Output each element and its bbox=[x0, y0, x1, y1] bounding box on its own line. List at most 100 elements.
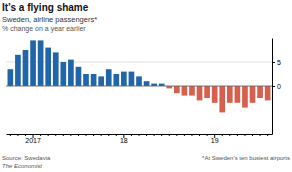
x-tick: 19 bbox=[211, 134, 219, 144]
x-tick-mark bbox=[267, 134, 268, 136]
bar bbox=[30, 40, 36, 86]
bar bbox=[219, 86, 225, 112]
bar bbox=[129, 72, 135, 86]
x-axis: 2017 18 19 bbox=[7, 134, 273, 144]
x-tick-mark bbox=[207, 134, 208, 136]
x-tick-label: 18 bbox=[120, 137, 128, 144]
x-tick bbox=[116, 134, 117, 136]
x-tick-mark bbox=[237, 134, 238, 136]
x-tick-mark bbox=[222, 134, 223, 136]
x-tick-mark bbox=[169, 134, 170, 136]
x-tick-mark bbox=[244, 134, 245, 136]
source: Source: Swedavia bbox=[2, 155, 51, 161]
x-tick-mark bbox=[139, 134, 140, 136]
title: It’s a flying shame bbox=[2, 2, 89, 13]
bar bbox=[106, 69, 112, 86]
x-tick bbox=[169, 134, 170, 136]
x-tick-mark bbox=[146, 134, 147, 136]
x-tick-mark bbox=[154, 134, 155, 136]
x-tick bbox=[229, 134, 230, 136]
x-tick bbox=[184, 134, 185, 136]
x-tick-mark bbox=[93, 134, 94, 136]
y-tick-mark bbox=[272, 86, 275, 87]
x-tick bbox=[161, 134, 162, 136]
x-tick-mark bbox=[55, 134, 56, 136]
x-tick bbox=[191, 134, 192, 136]
x-tick-mark bbox=[108, 134, 109, 136]
y-tick: 5 bbox=[272, 59, 281, 66]
bar bbox=[189, 86, 195, 96]
bar bbox=[23, 50, 29, 86]
x-tick: 18 bbox=[120, 134, 128, 144]
x-tick-mark bbox=[78, 134, 79, 136]
zero-line bbox=[6, 86, 272, 87]
x-tick bbox=[63, 134, 64, 136]
bar bbox=[121, 72, 127, 86]
bar bbox=[257, 86, 263, 98]
x-tick-label: 2017 bbox=[25, 137, 41, 144]
x-tick bbox=[86, 134, 87, 136]
x-tick-mark bbox=[176, 134, 177, 136]
bar bbox=[60, 62, 66, 86]
bar bbox=[197, 86, 203, 100]
bar bbox=[15, 55, 21, 86]
x-tick bbox=[70, 134, 71, 136]
x-tick-mark bbox=[229, 134, 230, 136]
x-tick bbox=[17, 134, 18, 136]
x-tick bbox=[25, 134, 26, 136]
chart: It’s a flying shame Sweden, airline passe… bbox=[0, 0, 292, 172]
y-tick-label: 0 bbox=[277, 83, 281, 90]
x-tick: 2017 bbox=[25, 134, 41, 144]
x-tick-mark bbox=[86, 134, 87, 136]
x-tick bbox=[154, 134, 155, 136]
y-tick-mark bbox=[272, 62, 275, 63]
bar bbox=[113, 74, 119, 86]
x-tick-mark bbox=[260, 134, 261, 136]
bar bbox=[182, 86, 188, 96]
bar bbox=[242, 86, 248, 108]
x-tick-mark bbox=[116, 134, 117, 136]
x-tick-mark bbox=[101, 134, 102, 136]
subtitle: Sweden, airline passengers* bbox=[2, 15, 97, 24]
x-tick bbox=[108, 134, 109, 136]
x-tick-mark bbox=[252, 134, 253, 136]
bar bbox=[8, 69, 14, 86]
x-tick-mark bbox=[199, 134, 200, 136]
grid-line bbox=[6, 86, 272, 87]
x-tick-mark bbox=[191, 134, 192, 136]
bar bbox=[250, 86, 256, 103]
x-tick bbox=[199, 134, 200, 136]
x-tick-mark bbox=[63, 134, 64, 136]
x-tick bbox=[267, 134, 268, 136]
brand: The Economist bbox=[2, 163, 42, 169]
x-tick-mark bbox=[161, 134, 162, 136]
x-tick bbox=[55, 134, 56, 136]
bar bbox=[91, 74, 97, 86]
x-tick-mark bbox=[70, 134, 71, 136]
x-tick bbox=[131, 134, 132, 136]
x-tick bbox=[78, 134, 79, 136]
x-tick-label: 19 bbox=[211, 137, 219, 144]
bar bbox=[212, 86, 218, 103]
x-tick bbox=[244, 134, 245, 136]
x-tick-mark bbox=[131, 134, 132, 136]
bar bbox=[98, 76, 104, 86]
bars bbox=[8, 40, 271, 112]
x-tick bbox=[222, 134, 223, 136]
bar bbox=[144, 81, 150, 86]
x-tick bbox=[252, 134, 253, 136]
x-tick bbox=[48, 134, 49, 136]
x-axis-line bbox=[7, 134, 273, 135]
x-tick bbox=[10, 134, 11, 136]
plot-area: 2017181905 bbox=[6, 39, 281, 144]
y-tick-label: 5 bbox=[277, 59, 281, 66]
bar bbox=[204, 86, 210, 98]
x-tick-mark bbox=[25, 134, 26, 136]
x-tick bbox=[237, 134, 238, 136]
x-tick bbox=[40, 134, 41, 136]
x-tick bbox=[146, 134, 147, 136]
x-tick-mark bbox=[10, 134, 11, 136]
bar bbox=[136, 76, 142, 86]
x-tick bbox=[260, 134, 261, 136]
y-axis: 05 bbox=[272, 39, 281, 135]
